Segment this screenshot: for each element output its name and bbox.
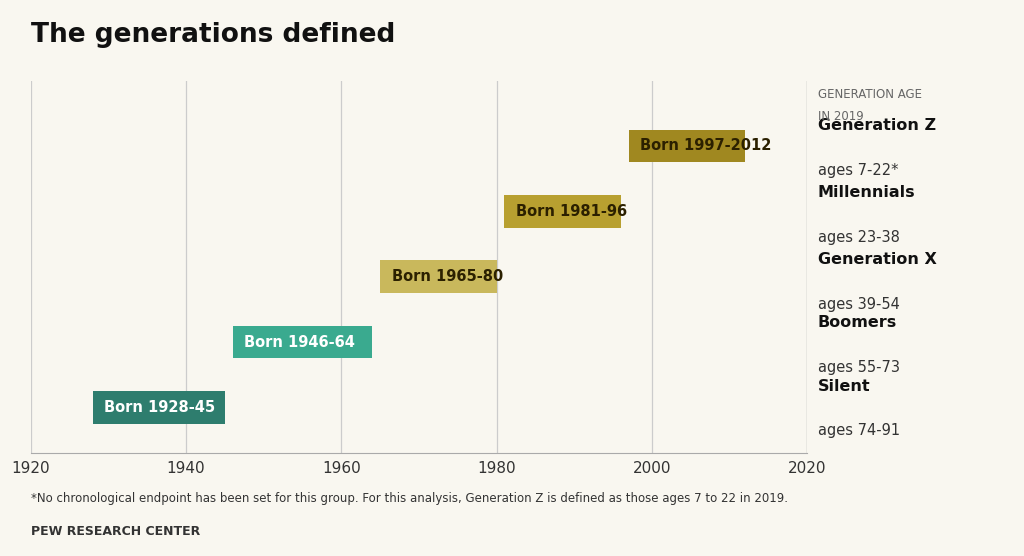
Text: Generation Z: Generation Z bbox=[817, 118, 936, 133]
Text: ages 39-54: ages 39-54 bbox=[817, 297, 899, 311]
Text: Boomers: Boomers bbox=[817, 315, 897, 330]
FancyBboxPatch shape bbox=[93, 391, 225, 424]
Text: *No chronological endpoint has been set for this group. For this analysis, Gener: *No chronological endpoint has been set … bbox=[31, 492, 787, 505]
Text: Born 1928-45: Born 1928-45 bbox=[104, 400, 216, 415]
Text: Born 1997-2012: Born 1997-2012 bbox=[640, 138, 772, 153]
FancyBboxPatch shape bbox=[629, 130, 745, 162]
Text: ages 55-73: ages 55-73 bbox=[817, 360, 900, 375]
Text: ages 7-22*: ages 7-22* bbox=[817, 162, 898, 177]
Text: The generations defined: The generations defined bbox=[31, 22, 395, 48]
Text: ages 23-38: ages 23-38 bbox=[817, 230, 899, 245]
Text: IN 2019: IN 2019 bbox=[817, 111, 863, 123]
Text: Born 1946-64: Born 1946-64 bbox=[245, 335, 355, 350]
Text: Generation X: Generation X bbox=[817, 252, 937, 267]
FancyBboxPatch shape bbox=[380, 260, 497, 293]
Text: Millennials: Millennials bbox=[817, 185, 915, 200]
Text: Born 1965-80: Born 1965-80 bbox=[392, 269, 503, 284]
Text: Silent: Silent bbox=[817, 379, 870, 394]
Text: GENERATION AGE: GENERATION AGE bbox=[817, 88, 922, 101]
Text: ages 74-91: ages 74-91 bbox=[817, 423, 900, 438]
Text: Born 1981-96: Born 1981-96 bbox=[516, 204, 628, 219]
Text: PEW RESEARCH CENTER: PEW RESEARCH CENTER bbox=[31, 525, 200, 538]
FancyBboxPatch shape bbox=[232, 326, 373, 359]
FancyBboxPatch shape bbox=[505, 195, 621, 227]
